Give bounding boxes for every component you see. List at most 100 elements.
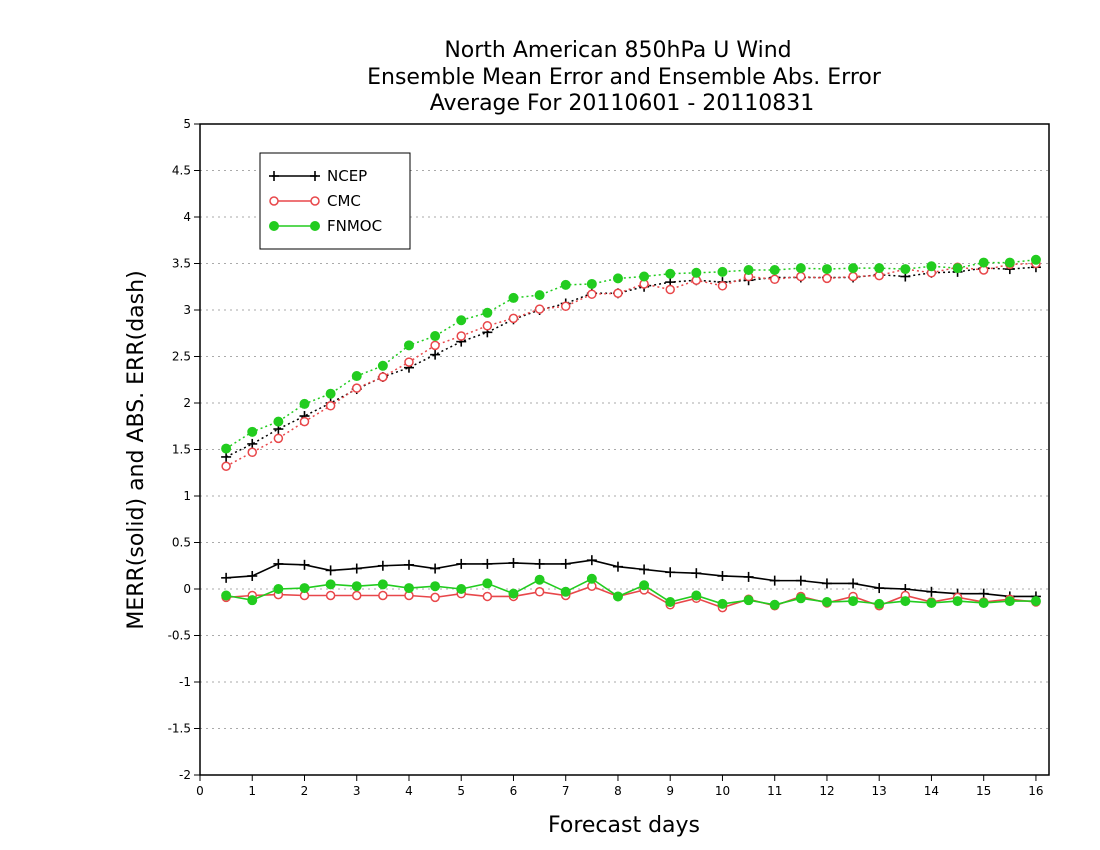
point-fnmoc-merr [482,578,493,589]
point-fnmoc-merr [325,579,336,590]
point-ncep-merr [795,575,806,586]
point-fnmoc-merr [848,596,859,607]
point-fnmoc-merr [299,583,310,594]
point-cmc-abs-err [508,313,519,324]
point-fnmoc-merr [508,588,519,599]
x-tick-label: 3 [353,784,361,798]
point-fnmoc-abs-err [926,261,937,272]
y-axis-label: MERR(solid) and ABS. ERR(dash) [124,270,149,629]
point-fnmoc-abs-err [456,315,467,326]
point-ncep-merr [403,559,414,570]
x-tick-label: 10 [715,784,730,798]
x-tick-label: 12 [819,784,834,798]
y-tick-label: 4 [183,210,191,224]
point-fnmoc-merr [900,596,911,607]
point-fnmoc-abs-err [325,388,336,399]
point-cmc-abs-err [769,274,780,285]
point-fnmoc-merr [795,593,806,604]
point-fnmoc-abs-err [430,331,441,342]
point-fnmoc-abs-err [743,265,754,276]
point-fnmoc-merr [456,584,467,594]
point-fnmoc-abs-err [1004,257,1015,268]
point-fnmoc-abs-err [299,398,310,409]
point-fnmoc-abs-err [403,340,414,351]
legend-marker-fnmoc-start [269,221,279,231]
point-fnmoc-abs-err [978,257,989,268]
chart-title-line-1: North American 850hPa U Wind [444,38,791,63]
point-cmc-abs-err [378,372,388,382]
point-ncep-merr [508,557,519,568]
point-fnmoc-merr [1030,596,1041,607]
y-tick-label: 4.5 [172,164,191,178]
legend-marker-ncep-start [269,171,279,181]
legend-marker-fnmoc-end [310,221,320,231]
point-fnmoc-merr [821,597,832,608]
point-cmc-abs-err [587,289,597,299]
series-layer [221,254,1041,613]
point-fnmoc-merr [717,598,728,609]
point-cmc-abs-err [665,284,675,295]
y-tick-label: 5 [183,117,191,131]
point-fnmoc-abs-err [717,266,728,277]
point-fnmoc-abs-err [482,307,493,318]
point-fnmoc-abs-err [665,268,676,279]
y-tick-label: -2 [179,768,191,782]
point-cmc-merr [482,591,493,602]
point-ncep-merr [299,559,310,570]
series-cmc-abs-err-line [225,262,1036,467]
x-tick-label: 6 [510,784,518,798]
point-cmc-abs-err [482,321,493,331]
y-tick-label: 3.5 [172,257,191,271]
point-cmc-abs-err [796,271,806,282]
point-fnmoc-abs-err [769,265,780,276]
point-fnmoc-merr [221,590,232,601]
point-ncep-merr [769,575,780,586]
point-fnmoc-merr [247,595,258,606]
point-fnmoc-abs-err [874,263,885,274]
legend-marker-ncep-end [310,171,320,181]
x-tick-label: 14 [924,784,939,798]
point-cmc-abs-err [325,401,336,411]
point-ncep-merr [560,558,571,569]
point-fnmoc-merr [769,599,780,610]
point-ncep-merr [247,570,258,581]
point-fnmoc-merr [952,596,963,607]
legend: NCEP CMC FNMOC [259,152,411,250]
point-fnmoc-merr [665,597,676,608]
point-cmc-abs-err [299,416,310,427]
point-ncep-merr [639,564,650,575]
x-tick-label: 8 [614,784,622,798]
y-tick-label: 0 [183,582,191,596]
point-cmc-abs-err [848,271,858,282]
legend-marker-cmc-end [310,196,320,206]
point-fnmoc-abs-err [534,290,545,301]
x-tick-label: 5 [457,784,465,798]
point-cmc-abs-err [534,304,545,314]
point-ncep-merr [717,570,728,581]
plot-frame [199,123,1050,776]
point-fnmoc-merr [403,583,414,594]
point-ncep-merr [221,572,232,583]
point-fnmoc-abs-err [795,263,806,274]
point-fnmoc-abs-err [351,371,362,382]
point-ncep-merr [482,558,493,569]
point-fnmoc-merr [978,597,989,608]
y-tick-label: -1.5 [168,722,191,736]
point-fnmoc-abs-err [377,360,388,371]
point-ncep-merr [821,578,832,589]
point-cmc-merr [351,590,362,601]
chart-title-line-2: Ensemble Mean Error and Ensemble Abs. Er… [367,65,882,90]
point-ncep-merr [377,560,388,571]
point-fnmoc-merr [377,579,388,590]
y-tick-label: 1 [183,489,191,503]
point-ncep-abs-err [247,438,258,449]
chart-title-line-3: Average For 20110601 - 20110831 [430,91,815,116]
point-fnmoc-abs-err [691,267,702,278]
series-ncep-abs-err-line [225,266,1036,458]
point-fnmoc-abs-err [273,416,284,427]
x-tick-label: 11 [767,784,782,798]
point-fnmoc-merr [586,573,597,584]
x-tick-label: 1 [248,784,256,798]
point-cmc-merr [430,592,440,603]
point-fnmoc-abs-err [612,273,623,284]
